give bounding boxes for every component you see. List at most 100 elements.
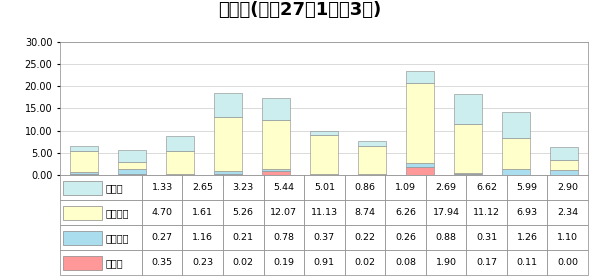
Bar	[406, 71, 434, 83]
Text: 5.44: 5.44	[273, 183, 294, 192]
Text: 12.07: 12.07	[270, 208, 297, 217]
Text: 8.74: 8.74	[355, 208, 376, 217]
Text: 0.08: 0.08	[395, 259, 416, 267]
Bar	[550, 170, 578, 175]
Bar	[263, 200, 304, 225]
Bar	[70, 146, 98, 152]
Text: 0.17: 0.17	[476, 259, 497, 267]
Bar	[344, 250, 385, 275]
Text: 6.26: 6.26	[395, 208, 416, 217]
Bar	[60, 200, 142, 225]
Bar	[166, 151, 194, 174]
Bar	[214, 171, 242, 174]
Text: 遅延率(平成27年1月～3月): 遅延率(平成27年1月～3月)	[218, 1, 382, 19]
Text: 0.31: 0.31	[476, 233, 497, 242]
Bar	[426, 250, 466, 275]
Bar	[214, 174, 242, 175]
Text: 4.70: 4.70	[152, 208, 173, 217]
Bar	[550, 147, 578, 160]
Bar	[263, 225, 304, 250]
Text: 0.19: 0.19	[273, 259, 294, 267]
Bar	[547, 250, 588, 275]
Text: 0.00: 0.00	[557, 259, 578, 267]
Bar	[70, 152, 98, 172]
Bar	[262, 171, 290, 175]
Bar	[406, 163, 434, 167]
Bar	[426, 225, 466, 250]
Bar	[166, 136, 194, 151]
Bar	[60, 225, 142, 250]
Text: 1.10: 1.10	[557, 233, 578, 242]
Text: 0.26: 0.26	[395, 233, 416, 242]
Bar	[142, 200, 182, 225]
Text: 1.26: 1.26	[517, 233, 538, 242]
Bar	[502, 111, 530, 138]
Text: 0.78: 0.78	[273, 233, 294, 242]
Bar	[502, 169, 530, 175]
Text: 0.02: 0.02	[355, 259, 376, 267]
Bar	[547, 225, 588, 250]
Bar	[214, 117, 242, 171]
Bar	[262, 170, 290, 171]
Bar	[502, 138, 530, 169]
Text: 1.16: 1.16	[192, 233, 213, 242]
Text: 5.99: 5.99	[517, 183, 538, 192]
Bar	[358, 146, 386, 174]
Bar	[507, 175, 547, 200]
Bar	[214, 93, 242, 117]
Bar	[182, 250, 223, 275]
Text: 5.26: 5.26	[233, 208, 254, 217]
Text: 0.86: 0.86	[355, 183, 376, 192]
Text: 1.33: 1.33	[151, 183, 173, 192]
Text: 3.23: 3.23	[233, 183, 254, 192]
Bar	[62, 206, 101, 220]
Bar	[550, 160, 578, 170]
Bar	[406, 167, 434, 175]
Bar	[344, 225, 385, 250]
Text: 2.34: 2.34	[557, 208, 578, 217]
Bar	[454, 174, 482, 175]
Bar	[118, 174, 146, 175]
Text: 11.12: 11.12	[473, 208, 500, 217]
Bar	[182, 225, 223, 250]
Text: 0.21: 0.21	[233, 233, 254, 242]
Text: 0.35: 0.35	[152, 259, 173, 267]
Bar	[454, 123, 482, 173]
Bar	[344, 175, 385, 200]
Bar	[385, 200, 426, 225]
Text: 2.69: 2.69	[436, 183, 457, 192]
Bar	[507, 225, 547, 250]
Bar	[182, 175, 223, 200]
Bar	[304, 200, 344, 225]
Bar	[304, 175, 344, 200]
Bar	[466, 250, 507, 275]
Text: その他: その他	[106, 183, 124, 193]
Bar	[385, 175, 426, 200]
Bar	[223, 200, 263, 225]
Bar	[547, 175, 588, 200]
Bar	[70, 172, 98, 173]
Bar	[304, 250, 344, 275]
Bar	[118, 169, 146, 174]
Bar	[310, 131, 338, 135]
Bar	[358, 174, 386, 175]
Text: 1.90: 1.90	[436, 259, 457, 267]
Bar	[223, 225, 263, 250]
Bar	[223, 250, 263, 275]
Text: 2.90: 2.90	[557, 183, 578, 192]
Text: 0.37: 0.37	[314, 233, 335, 242]
Bar	[454, 173, 482, 174]
Bar	[70, 173, 98, 175]
Text: 6.93: 6.93	[517, 208, 538, 217]
Bar	[262, 120, 290, 170]
Bar	[507, 250, 547, 275]
Bar	[62, 231, 101, 245]
Text: 機材繰り: 機材繰り	[106, 208, 130, 218]
Bar	[406, 83, 434, 163]
Bar	[118, 162, 146, 169]
Bar	[466, 225, 507, 250]
Text: 0.88: 0.88	[436, 233, 457, 242]
Text: 天　候: 天 候	[106, 258, 124, 268]
Text: 0.11: 0.11	[517, 259, 538, 267]
Text: 2.65: 2.65	[192, 183, 213, 192]
